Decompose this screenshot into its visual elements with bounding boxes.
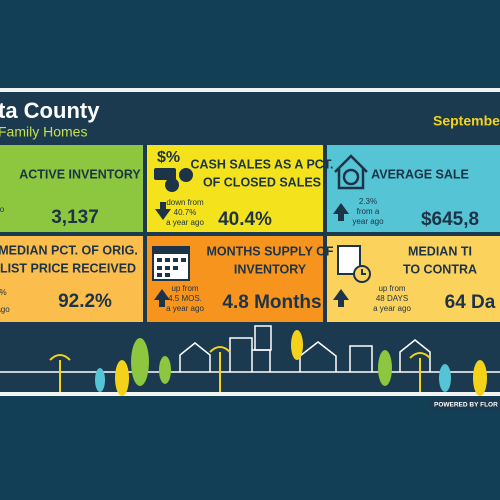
tile-title: INVENTORY <box>234 262 307 276</box>
icon-calendar <box>152 246 190 281</box>
icon-house <box>334 154 368 190</box>
tile-value: 40.4% <box>218 209 272 230</box>
icon-clipboard <box>337 245 371 283</box>
tile-value: 92.2% <box>58 291 112 312</box>
tile-change: a year ago <box>166 304 204 313</box>
tile-change: year ago <box>352 217 384 226</box>
header-subtitle: Family Homes <box>0 124 87 140</box>
tile-value: 4.8 Months <box>222 292 321 313</box>
tile-change: o <box>0 205 5 214</box>
tile-change: % <box>0 288 7 297</box>
tile-change: 40.7% <box>174 208 197 217</box>
tile-change: ago <box>0 305 10 314</box>
tile-value: 64 Da <box>445 292 496 313</box>
tile-change: 2.3% <box>359 197 377 206</box>
tile-change: a year ago <box>373 304 411 313</box>
tile-change: 48 DAYS <box>376 294 408 303</box>
skyline <box>0 325 500 410</box>
tile-title: TO CONTRA <box>403 262 477 276</box>
tile-change: 4.5 MOS. <box>168 294 202 303</box>
svg-text:$%: $% <box>157 149 180 166</box>
tile-title: MEDIAN PCT. OF ORIG. <box>0 243 138 257</box>
icon-money: $% <box>154 149 193 192</box>
tile <box>0 145 143 232</box>
tile-value: 3,137 <box>51 207 99 228</box>
tile-change: down from <box>166 198 204 207</box>
tile-change: from a <box>357 207 380 216</box>
tile-title: ACTIVE INVENTORY <box>19 167 141 181</box>
header-title: ta County <box>0 98 100 123</box>
tile-title: CASH SALES AS A PCT. <box>190 157 333 171</box>
tile-title: LIST PRICE RECEIVED <box>0 261 136 275</box>
footer-credit: POWERED BY FLOR <box>434 402 498 409</box>
tile-title: OF CLOSED SALES <box>203 175 321 189</box>
tile-value: $645,8 <box>421 209 479 230</box>
tile-change: a year ago <box>166 218 204 227</box>
header-date: September <box>433 113 500 129</box>
tile-title: AVERAGE SALE <box>371 167 469 181</box>
tile-change: up from <box>378 284 405 293</box>
tile-change: up from <box>171 284 198 293</box>
arrows <box>154 202 349 307</box>
tile-title: MEDIAN TI <box>408 244 472 258</box>
tile-title: MONTHS SUPPLY OF <box>206 244 333 258</box>
tile <box>0 236 143 322</box>
